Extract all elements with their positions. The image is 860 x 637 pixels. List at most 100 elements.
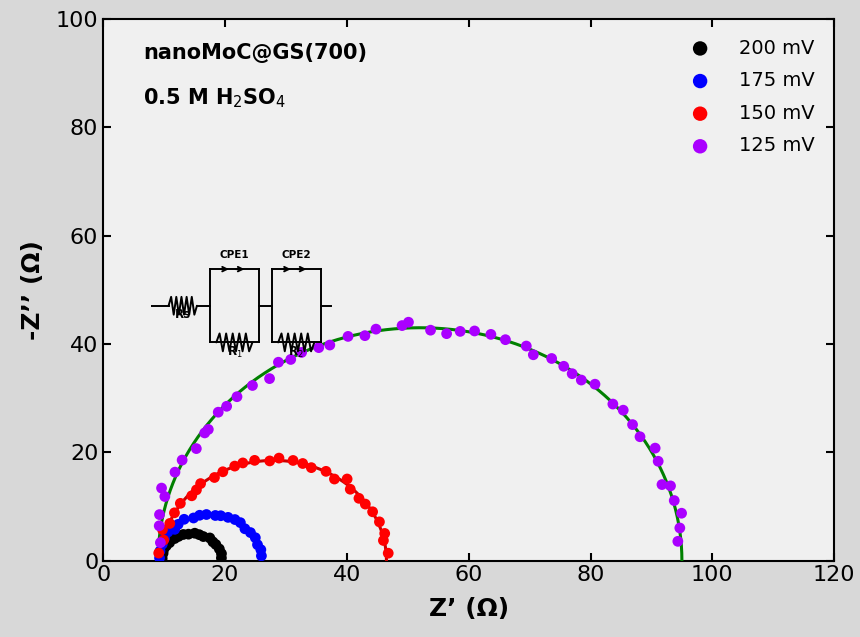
Text: R$_1$: R$_1$ xyxy=(226,345,243,360)
Point xyxy=(193,510,206,520)
Point xyxy=(228,515,242,525)
Point xyxy=(272,453,286,463)
Point xyxy=(343,484,357,494)
Point xyxy=(238,524,252,534)
Point xyxy=(378,528,391,538)
Point xyxy=(255,551,268,561)
Point xyxy=(565,369,579,379)
Point xyxy=(156,554,169,564)
Point xyxy=(633,432,647,442)
Point xyxy=(358,331,372,341)
Point xyxy=(171,519,185,529)
Point xyxy=(249,533,262,543)
Point xyxy=(369,324,383,334)
Point xyxy=(671,536,685,547)
Point xyxy=(155,483,169,493)
Point xyxy=(153,546,167,556)
Point xyxy=(617,405,630,415)
Point xyxy=(152,548,166,558)
Point xyxy=(526,350,540,360)
Point xyxy=(664,481,678,491)
Y-axis label: -Z’’ (Ω): -Z’’ (Ω) xyxy=(21,240,45,340)
Point xyxy=(341,474,354,484)
Point xyxy=(209,540,223,550)
Point xyxy=(214,553,228,563)
Point xyxy=(154,538,168,548)
Point xyxy=(207,473,221,483)
Point xyxy=(198,428,212,438)
Point xyxy=(185,490,199,501)
Point xyxy=(172,531,186,541)
Point xyxy=(248,455,261,466)
Text: R$_2$: R$_2$ xyxy=(288,345,304,360)
Point xyxy=(250,540,264,550)
Point xyxy=(322,340,336,350)
Point xyxy=(156,524,169,534)
Point xyxy=(200,510,213,520)
Point xyxy=(161,527,175,537)
Point xyxy=(286,455,300,466)
Point xyxy=(168,467,181,477)
Point xyxy=(263,456,277,466)
Text: CPE1: CPE1 xyxy=(219,250,249,260)
Point xyxy=(201,424,215,434)
Text: Rs: Rs xyxy=(175,308,191,321)
Point xyxy=(193,529,206,540)
Point xyxy=(655,480,669,490)
Legend: 200 mV, 175 mV, 150 mV, 125 mV: 200 mV, 175 mV, 150 mV, 125 mV xyxy=(671,29,825,165)
Point xyxy=(372,517,386,527)
X-axis label: Z’ (Ω): Z’ (Ω) xyxy=(428,596,509,620)
Point xyxy=(168,524,181,534)
Point xyxy=(675,508,689,519)
Point xyxy=(196,531,210,541)
Point xyxy=(396,320,409,331)
Point xyxy=(402,317,415,327)
Point xyxy=(212,407,225,417)
Point xyxy=(352,493,365,503)
Point xyxy=(484,329,498,340)
Point xyxy=(667,496,681,506)
Text: 0.5 M H$_2$SO$_4$: 0.5 M H$_2$SO$_4$ xyxy=(144,87,286,110)
Point xyxy=(319,466,333,476)
Point xyxy=(163,538,176,548)
Point xyxy=(187,528,201,538)
Point xyxy=(208,510,222,520)
Point xyxy=(214,511,228,521)
Point xyxy=(176,529,190,540)
Point xyxy=(254,545,267,555)
Point xyxy=(163,519,176,529)
Point xyxy=(215,548,229,559)
Point xyxy=(499,334,513,345)
Point xyxy=(168,508,181,518)
Point xyxy=(544,354,558,364)
Point xyxy=(312,343,326,353)
Point xyxy=(157,545,170,555)
Point xyxy=(453,326,467,336)
Point xyxy=(272,357,286,368)
Point xyxy=(203,533,217,543)
Point xyxy=(177,514,191,524)
Point xyxy=(194,478,207,489)
Point xyxy=(468,326,482,336)
Point xyxy=(187,513,200,523)
Point xyxy=(230,392,244,402)
Point xyxy=(262,373,276,383)
Point xyxy=(651,456,665,466)
Point xyxy=(156,539,169,549)
Point xyxy=(228,461,242,471)
Point xyxy=(519,341,533,351)
Point xyxy=(157,533,171,543)
Point xyxy=(157,548,170,559)
Point xyxy=(175,455,189,465)
Point xyxy=(377,535,390,545)
Point xyxy=(212,544,226,554)
Point xyxy=(159,541,173,551)
Point xyxy=(181,529,195,540)
Text: CPE2: CPE2 xyxy=(281,250,311,260)
Point xyxy=(648,443,662,453)
Point xyxy=(243,527,257,538)
Point xyxy=(157,535,170,545)
Point xyxy=(206,537,220,547)
Text: nanoMoC@GS(700): nanoMoC@GS(700) xyxy=(144,43,367,64)
Point xyxy=(574,375,588,385)
